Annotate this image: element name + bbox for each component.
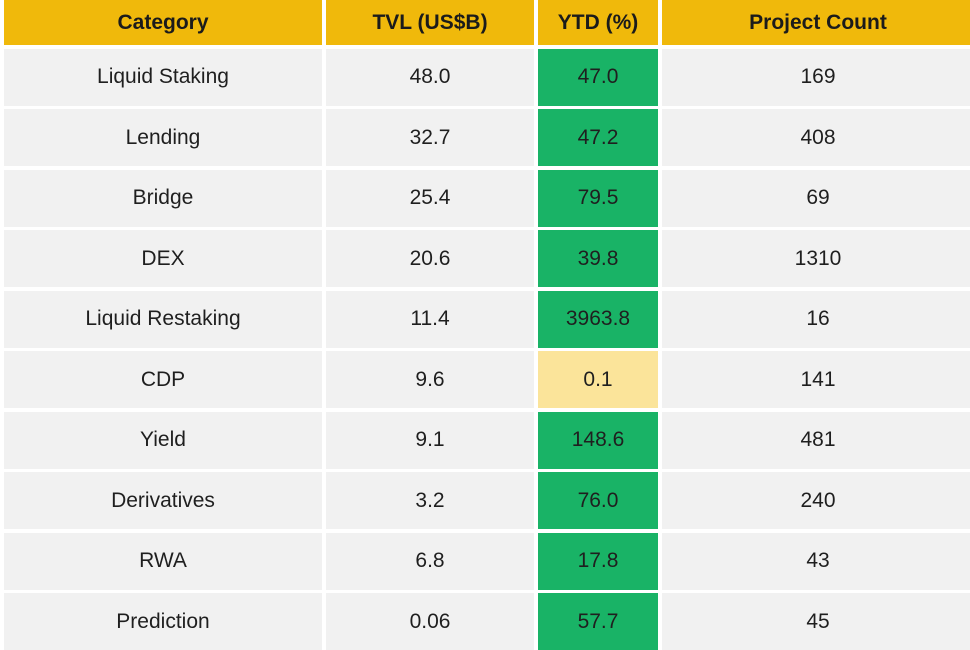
row-tvl: 11.4 xyxy=(326,290,534,348)
header-ytd: YTD (%) xyxy=(538,0,658,45)
row-category: Prediction xyxy=(4,593,322,650)
row-category: Yield xyxy=(4,411,322,469)
row-project-count: 16 xyxy=(662,290,970,348)
row-tvl: 20.6 xyxy=(326,230,534,287)
row-tvl: 9.6 xyxy=(326,351,534,408)
row-tvl: 9.1 xyxy=(326,411,534,469)
row-project-count: 169 xyxy=(662,48,970,106)
row-tvl: 3.2 xyxy=(326,472,534,529)
row-category: DEX xyxy=(4,230,322,287)
row-ytd: 39.8 xyxy=(538,230,658,287)
row-category: Derivatives xyxy=(4,472,322,529)
row-category: Liquid Restaking xyxy=(4,290,322,348)
row-project-count: 408 xyxy=(662,109,970,166)
row-ytd: 47.0 xyxy=(538,48,658,106)
row-ytd: 76.0 xyxy=(538,472,658,529)
header-category: Category xyxy=(4,0,322,45)
row-project-count: 1310 xyxy=(662,230,970,287)
row-category: Liquid Staking xyxy=(4,48,322,106)
row-project-count: 240 xyxy=(662,472,970,529)
row-project-count: 481 xyxy=(662,411,970,469)
row-tvl: 0.06 xyxy=(326,593,534,650)
row-ytd: 148.6 xyxy=(538,411,658,469)
row-project-count: 69 xyxy=(662,169,970,227)
row-ytd: 47.2 xyxy=(538,109,658,166)
row-ytd: 3963.8 xyxy=(538,290,658,348)
row-tvl: 48.0 xyxy=(326,48,534,106)
header-tvl: TVL (US$B) xyxy=(326,0,534,45)
row-category: CDP xyxy=(4,351,322,408)
row-category: RWA xyxy=(4,532,322,590)
row-project-count: 141 xyxy=(662,351,970,408)
row-project-count: 45 xyxy=(662,593,970,650)
header-project-count: Project Count xyxy=(662,0,970,45)
row-tvl: 6.8 xyxy=(326,532,534,590)
row-tvl: 25.4 xyxy=(326,169,534,227)
row-ytd: 79.5 xyxy=(538,169,658,227)
row-ytd: 17.8 xyxy=(538,532,658,590)
row-ytd: 57.7 xyxy=(538,593,658,650)
row-category: Lending xyxy=(4,109,322,166)
row-tvl: 32.7 xyxy=(326,109,534,166)
row-project-count: 43 xyxy=(662,532,970,590)
row-category: Bridge xyxy=(4,169,322,227)
row-ytd: 0.1 xyxy=(538,351,658,408)
